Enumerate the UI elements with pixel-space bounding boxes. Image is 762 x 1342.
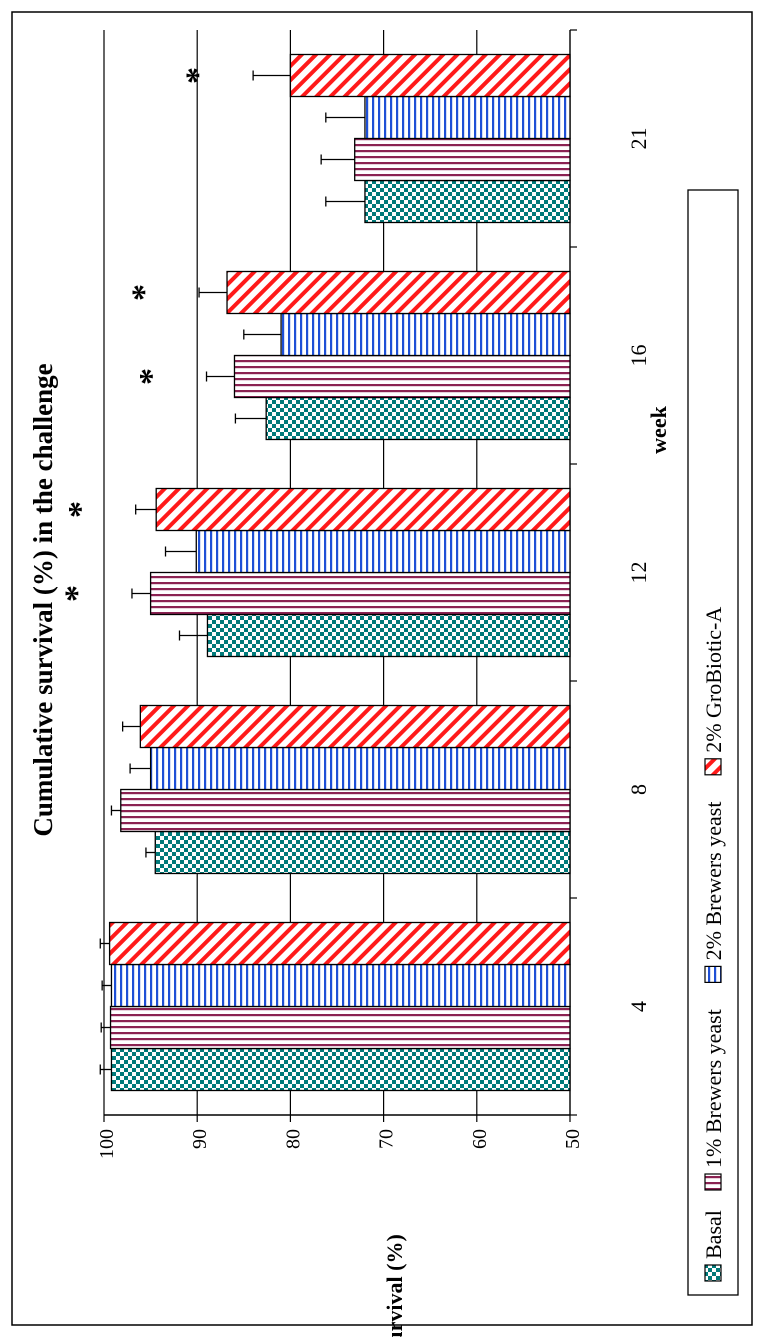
- x-tick-label: 16: [626, 345, 651, 367]
- bar: [354, 137, 571, 182]
- bar: [120, 788, 571, 833]
- bar: [226, 270, 571, 315]
- x-tick-label: 12: [626, 562, 651, 584]
- y-tick-label: 50: [562, 1129, 584, 1149]
- bar: [154, 830, 571, 875]
- significance-annotation: *: [133, 368, 170, 385]
- significance-annotation: *: [180, 67, 217, 84]
- bar: [149, 571, 571, 616]
- significance-annotation: *: [58, 585, 95, 602]
- outer-border: [11, 11, 753, 1326]
- legend-swatch: [704, 1173, 722, 1191]
- significance-annotation: *: [62, 501, 99, 518]
- bar: [364, 95, 571, 140]
- bar: [206, 613, 571, 658]
- bar: [109, 1005, 571, 1050]
- bar: [195, 529, 571, 574]
- bar: [280, 312, 571, 357]
- y-tick-label: 70: [376, 1129, 398, 1149]
- legend: Basal 1% Brewers yeast 2% Brewers yeast 2% …: [687, 189, 739, 1296]
- y-tick-label: 60: [469, 1129, 491, 1149]
- bar: [108, 921, 571, 966]
- significance-annotation: *: [126, 284, 163, 301]
- legend-label: 2% GroBiotic-A: [701, 607, 726, 753]
- x-axis-label: week: [646, 405, 671, 453]
- legend-box: [687, 189, 739, 1296]
- x-tick-label: 8: [626, 784, 651, 795]
- bar: [289, 53, 571, 98]
- x-tick-label: 4: [626, 1001, 651, 1012]
- bar: [149, 746, 571, 791]
- y-axis-label: Survival (%): [382, 1234, 407, 1337]
- legend-swatch: [704, 1264, 722, 1282]
- bar: [110, 1047, 571, 1092]
- bar: [265, 396, 571, 441]
- legend-label: Basal: [701, 1210, 726, 1259]
- plot-area: 50 60 70 80 90 100 4 8 12 16 21 * * * * *: [58, 29, 651, 1159]
- bar: [233, 354, 571, 399]
- legend-label: 1% Brewers yeast: [701, 1009, 726, 1168]
- bar: [364, 179, 571, 224]
- bar: [110, 963, 571, 1008]
- legend-label: 2% Brewers yeast: [701, 802, 726, 961]
- x-tick-label: 21: [626, 128, 651, 150]
- y-tick-label: 80: [282, 1129, 304, 1149]
- y-tick-label: 90: [189, 1129, 211, 1149]
- bar: [139, 704, 571, 749]
- chart-title: Cumulative survival (%) in the challenge: [28, 363, 58, 836]
- bar: [155, 487, 571, 532]
- legend-swatch: [704, 965, 722, 984]
- y-tick-label: 100: [96, 1129, 118, 1159]
- legend-swatch: [704, 758, 722, 776]
